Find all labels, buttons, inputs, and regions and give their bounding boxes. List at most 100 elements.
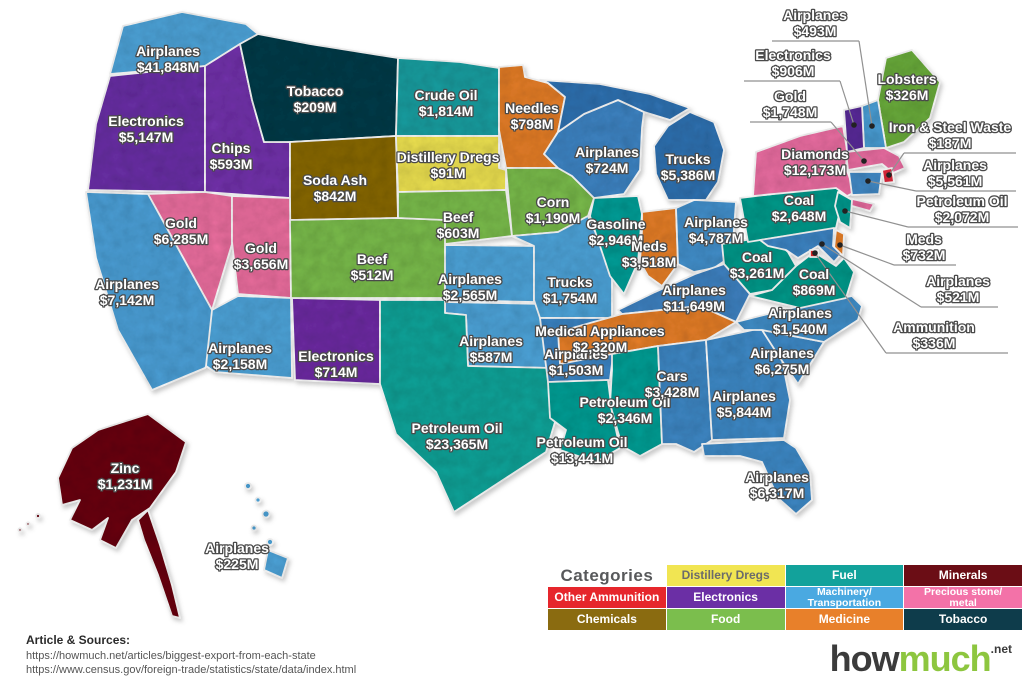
states-layer	[17, 11, 941, 619]
label-product-MT: Tobacco	[287, 83, 344, 99]
label-value-VA: $869M	[793, 282, 836, 298]
legend-item-label: metal	[949, 596, 977, 609]
label-product-TN: Medical Appliances	[535, 323, 665, 339]
label-value-NH: $493M	[794, 23, 837, 39]
label-value-GA: $5,844M	[717, 404, 771, 420]
label-value-CA: $7,142M	[100, 292, 154, 308]
label-product-KY: Airplanes	[662, 282, 726, 298]
state-HI-island	[250, 524, 258, 532]
callout-dot-DE	[837, 242, 843, 248]
state-HI-island	[254, 496, 262, 504]
callout-line-DC	[814, 252, 887, 354]
callout-dot-NH	[869, 123, 875, 129]
label-value-VT: $906M	[772, 63, 815, 79]
label-value-LA: $13,441M	[551, 450, 613, 466]
label-value-NJ: $2,072M	[935, 209, 989, 225]
legend-item-label: Precious stone/	[924, 585, 1003, 598]
label-product-MI: Trucks	[665, 151, 710, 167]
source-link[interactable]: https://howmuch.net/articles/biggest-exp…	[26, 650, 316, 662]
label-value-HI: $225M	[216, 556, 259, 572]
callout-dot-DC	[812, 250, 818, 256]
state-MI	[653, 111, 725, 201]
state-CA	[85, 191, 217, 391]
label-product-HI: Airplanes	[205, 540, 269, 556]
label-value-NM: $714M	[315, 364, 358, 380]
callout-dot-VT	[851, 122, 857, 128]
label-product-ID: Chips	[212, 140, 251, 156]
label-product-MO: Trucks	[547, 274, 592, 290]
label-product-AZ: Airplanes	[208, 340, 272, 356]
state-VA	[749, 251, 855, 309]
label-value-KY: $11,649M	[663, 298, 725, 314]
label-value-WY: $842M	[314, 188, 357, 204]
label-value-MO: $1,754M	[543, 290, 597, 306]
label-product-IL: Gasoline	[586, 216, 645, 232]
label-product-WY: Soda Ash	[303, 172, 367, 188]
label-value-WA: $41,848M	[137, 59, 199, 75]
label-value-TX: $23,365M	[426, 436, 488, 452]
label-product-SC: Airplanes	[750, 345, 814, 361]
howmuch-logo[interactable]: howmuch.net	[830, 638, 1012, 680]
label-product-AR: Airplanes	[544, 346, 608, 362]
label-value-WV: $3,261M	[730, 265, 784, 281]
label-product-UT: Gold	[245, 240, 277, 256]
callout-line-MD	[821, 243, 922, 308]
label-product-WV: Coal	[742, 249, 772, 265]
label-value-NV: $6,285M	[154, 231, 208, 247]
legend-item: Distillery Dregs	[666, 565, 785, 586]
label-value-ID: $593M	[210, 156, 253, 172]
legend-item-label: Chemicals	[576, 612, 637, 627]
label-product-NM: Electronics	[298, 348, 374, 364]
label-value-OK: $587M	[470, 349, 513, 365]
state-AK-island	[35, 513, 41, 519]
label-value-SC: $6,275M	[755, 361, 809, 377]
label-product-WI: Airplanes	[575, 144, 639, 160]
label-value-CO: $512M	[351, 267, 394, 283]
label-product-CA: Airplanes	[95, 276, 159, 292]
legend-item-label: Machinery/	[816, 585, 872, 598]
legend-item-label: Other Ammunition	[554, 590, 660, 605]
label-value-AZ: $2,158M	[213, 356, 267, 372]
state-AZ	[205, 295, 293, 379]
label-product-AL: Cars	[656, 368, 687, 384]
label-value-MD: $521M	[937, 289, 980, 305]
legend-item-label: Fuel	[832, 568, 857, 583]
label-product-PA: Coal	[784, 192, 814, 208]
label-product-RI: Iron & Steel Waste	[889, 119, 1012, 135]
state-HI-island	[244, 482, 252, 490]
state-ME	[877, 49, 941, 149]
state-TX	[379, 299, 559, 513]
label-product-VA: Coal	[799, 266, 829, 282]
legend-item: Food	[666, 609, 785, 630]
legend-title: Categories	[548, 565, 666, 586]
state-NE	[397, 189, 513, 245]
label-value-IA: $1,190M	[526, 210, 580, 226]
label-product-KS: Airplanes	[438, 271, 502, 287]
label-value-AR: $1,503M	[549, 362, 603, 378]
label-value-TN: $2,320M	[573, 339, 627, 355]
label-product-ND: Crude Oil	[414, 87, 477, 103]
state-MI-part	[539, 79, 691, 133]
label-value-CT: $5,561M	[928, 173, 982, 189]
label-value-IL: $2,946M	[589, 232, 643, 248]
label-product-NV: Gold	[165, 215, 197, 231]
label-value-MA: $1,748M	[763, 104, 817, 120]
state-HI-part	[263, 549, 289, 579]
callout-dot-NJ	[842, 208, 848, 214]
callout-dot-MD	[819, 241, 825, 247]
label-value-AL: $3,428M	[645, 384, 699, 400]
label-product-WA: Airplanes	[136, 43, 200, 59]
label-product-DE: Meds	[906, 231, 942, 247]
state-MA	[845, 147, 906, 174]
source-link[interactable]: https://www.census.gov/foreign-trade/sta…	[26, 664, 357, 676]
label-product-MD: Airplanes	[926, 273, 990, 289]
logo-much: much	[898, 638, 992, 679]
label-value-MI: $5,386M	[661, 167, 715, 183]
state-IL	[589, 195, 643, 295]
state-OR	[87, 65, 206, 193]
label-product-NE: Beef	[443, 209, 474, 225]
label-value-NE: $603M	[437, 225, 480, 241]
label-product-CT: Airplanes	[923, 157, 987, 173]
label-product-GA: Airplanes	[712, 388, 776, 404]
